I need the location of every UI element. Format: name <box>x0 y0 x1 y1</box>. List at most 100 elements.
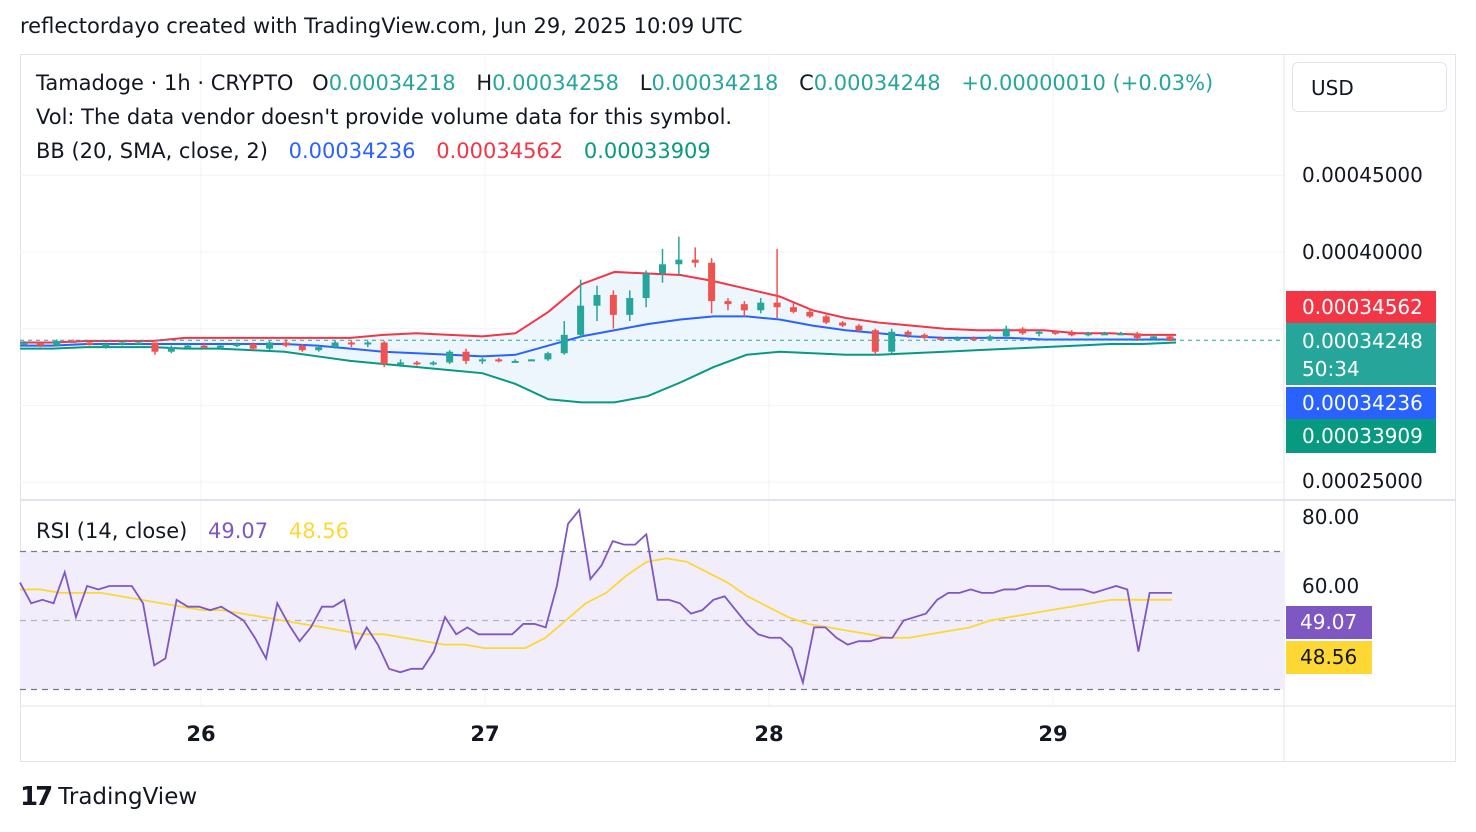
candle-body <box>888 331 896 352</box>
time-tick: 28 <box>754 722 784 746</box>
candle-body <box>658 264 666 274</box>
candle-body <box>249 344 257 349</box>
bb-upper-badge: 0.00034562 <box>1286 291 1436 323</box>
candle-body <box>577 305 585 335</box>
close-label: C <box>799 71 814 95</box>
rsi-value: 49.07 <box>208 519 269 543</box>
candle-body <box>691 259 699 263</box>
candle-body <box>478 359 486 362</box>
candle-body <box>1035 331 1043 334</box>
candle-body <box>970 337 978 340</box>
candle-body <box>36 342 44 346</box>
candle-body <box>216 345 224 348</box>
candle-body <box>871 330 879 352</box>
candle-body <box>1101 333 1109 336</box>
candle-body <box>1150 336 1158 339</box>
candle-body <box>1166 336 1174 341</box>
candle-body <box>53 340 61 346</box>
candle-body <box>708 262 716 302</box>
candle-body <box>151 342 159 352</box>
time-tick: 27 <box>470 722 500 746</box>
candle-body <box>413 362 421 365</box>
rsi-ma-value: 48.56 <box>288 519 349 543</box>
rsi-badge: 49.07 <box>1286 606 1372 639</box>
bb-lower-value: 0.00033909 <box>583 139 711 163</box>
candle-body <box>167 347 175 352</box>
candle-body <box>462 351 470 361</box>
open-label: O <box>312 71 329 95</box>
time-tick: 26 <box>186 722 216 746</box>
candle-body <box>233 344 241 347</box>
candle-body <box>1084 333 1092 336</box>
change-value: +0.00000010 (+0.03%) <box>961 71 1214 95</box>
candle-body <box>675 259 683 265</box>
candle-body <box>446 351 454 363</box>
candle-body <box>135 342 143 345</box>
high-value: 0.00034258 <box>492 71 620 95</box>
rsi-tick: 60.00 <box>1302 574 1360 598</box>
rsi-line <box>19 507 1172 687</box>
currency-selector[interactable]: USD <box>1292 62 1447 112</box>
ohlc-legend: Tamadoge · 1h · CRYPTO O0.00034218 H0.00… <box>36 71 1219 95</box>
time-tick: 29 <box>1038 722 1068 746</box>
candle-body <box>724 301 732 305</box>
candle-body <box>397 362 405 365</box>
candle-body <box>609 294 617 315</box>
candle-body <box>1117 333 1125 336</box>
close-value: 0.00034248 <box>813 71 941 95</box>
candle-body <box>511 360 519 363</box>
candle-body <box>789 307 797 312</box>
candle-body <box>1002 328 1010 337</box>
candle-body <box>331 342 339 348</box>
low-label: L <box>639 71 652 95</box>
price-tick: 0.00025000 <box>1302 469 1423 493</box>
tradingview-footer[interactable]: 17 TradingView <box>20 782 197 812</box>
candle-body <box>1051 331 1059 334</box>
candle-body <box>642 273 650 299</box>
volume-notice: Vol: The data vendor doesn't provide vol… <box>36 105 733 129</box>
candle-body <box>920 334 928 338</box>
candle-body <box>986 336 994 340</box>
price-tick: 0.00045000 <box>1302 163 1423 187</box>
candle-body <box>544 353 552 360</box>
bb-fill <box>20 271 1176 403</box>
chart-frame <box>20 54 1456 762</box>
bb-basis-value: 0.00034236 <box>288 139 416 163</box>
candle-body <box>1133 333 1141 338</box>
candle-body <box>740 304 748 311</box>
bb-basis-badge: 0.00034236 <box>1286 387 1436 419</box>
candle-body <box>347 342 355 345</box>
candle-body <box>266 342 274 349</box>
rsi-label[interactable]: RSI (14, close) <box>36 519 188 543</box>
bb-upper-line <box>20 270 1176 344</box>
last-price-value: 0.00034248 <box>1302 329 1423 353</box>
candle-body <box>315 347 323 351</box>
candle-body <box>282 342 290 346</box>
candle-body <box>69 340 77 343</box>
candle-body <box>102 344 110 347</box>
high-label: H <box>476 71 493 95</box>
candle-body <box>118 342 126 345</box>
candle-body <box>560 334 568 354</box>
candle-body <box>20 342 28 345</box>
bb-legend: BB (20, SMA, close, 2) 0.00034236 0.0003… <box>36 139 725 163</box>
candle-body <box>380 342 388 364</box>
candle-body <box>839 322 847 326</box>
open-value: 0.00034218 <box>328 71 456 95</box>
rsi-tick: 80.00 <box>1302 505 1360 529</box>
rsi-legend: RSI (14, close) 49.07 48.56 <box>36 519 363 543</box>
bb-lower-badge: 0.00033909 <box>1286 419 1436 453</box>
candle-body <box>855 325 863 331</box>
tradingview-logo-icon: 17 <box>20 782 53 812</box>
candle-body <box>1019 328 1027 334</box>
bb-label[interactable]: BB (20, SMA, close, 2) <box>36 139 268 163</box>
rsi-ma-badge: 48.56 <box>1286 641 1372 674</box>
candle-body <box>773 302 781 308</box>
candle-body <box>953 337 961 340</box>
candle-body <box>298 345 306 351</box>
low-value: 0.00034218 <box>651 71 779 95</box>
symbol-label[interactable]: Tamadoge · 1h · CRYPTO <box>36 71 294 95</box>
candle-body <box>822 316 830 323</box>
candle-body <box>364 342 372 345</box>
